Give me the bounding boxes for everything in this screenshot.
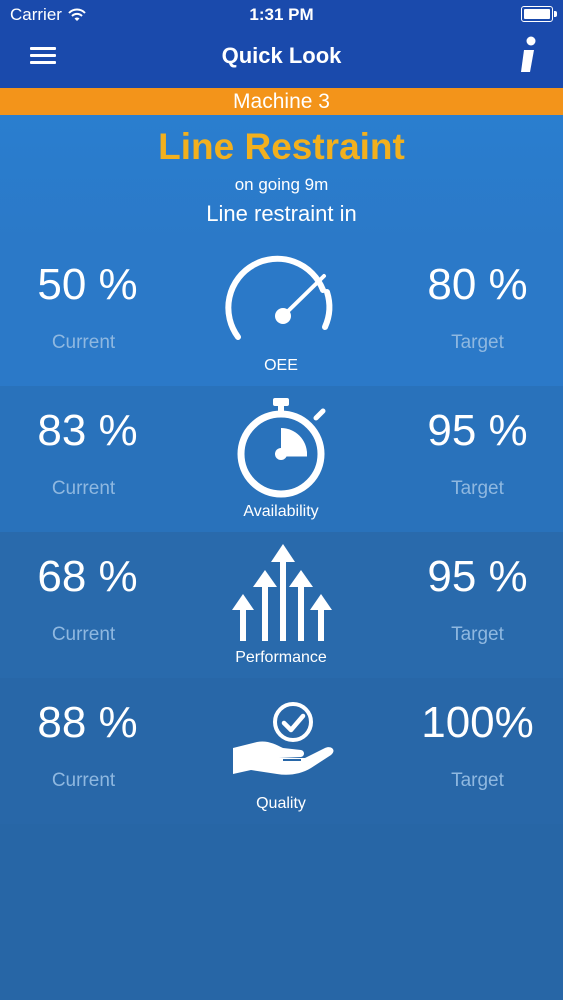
hamburger-icon [30, 54, 56, 57]
battery-icon [521, 6, 557, 22]
carrier-label: Carrier [10, 5, 62, 24]
top-bar: Carrier 1:31 PM Quick Look [0, 0, 563, 88]
current-value: 83 % [37, 406, 138, 455]
stopwatch-icon [237, 398, 326, 498]
arrows-up-icon [232, 544, 332, 641]
wifi-icon [68, 8, 86, 21]
current-value: 88 % [37, 698, 138, 747]
target-value: 95 % [427, 552, 528, 601]
status-time: 1:31 PM [249, 5, 314, 24]
current-label: Current [51, 770, 116, 791]
page-title: Quick Look [221, 43, 342, 68]
metric-name: Availability [243, 503, 319, 520]
hand-check-icon [233, 702, 334, 775]
target-label: Target [451, 770, 504, 791]
metric-name: Performance [235, 649, 327, 666]
state-header: Line Restraint on going 9m Line restrain… [0, 115, 563, 240]
current-label: Current [51, 332, 116, 353]
empty-area [0, 824, 563, 1000]
target-value: 80 % [427, 260, 528, 309]
metric-name: Quality [256, 795, 306, 812]
menu-button[interactable] [30, 45, 58, 67]
target-value: 100% [421, 698, 534, 747]
metric-row-oee[interactable]: 50 % Current OEE 80 % Target [0, 240, 563, 386]
status-bar: Carrier 1:31 PM [0, 0, 563, 30]
target-value: 95 % [427, 406, 528, 455]
target-label: Target [451, 624, 504, 645]
target-label: Target [451, 478, 504, 499]
current-label: Current [51, 624, 116, 645]
speedometer-icon [225, 255, 333, 340]
machine-name-bar: Machine 3 [0, 88, 563, 115]
current-value: 50 % [37, 260, 138, 309]
metric-row-performance[interactable]: 68 % Current Performance 95 % Target [0, 532, 563, 678]
info-icon[interactable] [517, 36, 539, 76]
hamburger-icon [30, 61, 56, 64]
current-label: Current [51, 478, 116, 499]
hamburger-icon [30, 47, 56, 50]
state-description: Line restraint in [206, 201, 357, 226]
current-value: 68 % [37, 552, 138, 601]
state-title: Line Restraint [158, 126, 405, 167]
metric-name: OEE [264, 357, 298, 374]
metric-row-quality[interactable]: 88 % Current Quality 100% Target [0, 678, 563, 824]
metric-row-availability[interactable]: 83 % Current Availability 95 % Target [0, 386, 563, 532]
carrier-indicator: Carrier [10, 5, 86, 25]
target-label: Target [451, 332, 504, 353]
state-duration: on going 9m [234, 175, 329, 194]
